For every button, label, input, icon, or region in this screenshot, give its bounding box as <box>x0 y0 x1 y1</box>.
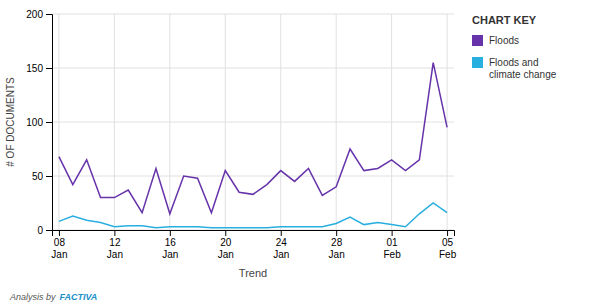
x-tick-label-line: Feb <box>384 249 402 260</box>
series-group <box>59 63 447 228</box>
legend-label-line: climate change <box>489 69 557 80</box>
x-tick-mark <box>114 230 115 236</box>
x-axis: 08Jan12Jan16Jan20Jan24Jan28Jan01Feb05Feb <box>51 230 456 260</box>
x-tick-label-line: 28 <box>331 237 343 248</box>
y-tick: 0 <box>37 225 52 236</box>
series-line <box>59 203 447 228</box>
grid-line-y <box>52 176 454 177</box>
x-tick-label-line: Jan <box>51 249 67 260</box>
grid-line-x <box>391 14 392 230</box>
x-tick-label-line: 16 <box>165 237 177 248</box>
legend-label: Floods andclimate change <box>489 57 557 80</box>
x-tick-label-line: 24 <box>276 237 288 248</box>
x-tick-mark <box>225 230 226 236</box>
x-tick-label-line: Jan <box>329 249 345 260</box>
x-tick-label-line: 08 <box>54 237 66 248</box>
plot-area: 05010015020008Jan12Jan16Jan20Jan24Jan28J… <box>26 9 456 260</box>
y-tick-mark <box>46 176 52 177</box>
y-tick-label: 150 <box>26 63 43 74</box>
y-tick-mark <box>46 230 52 231</box>
footnote-brand: FACTIVA <box>60 292 98 302</box>
x-tick-label-line: Feb <box>439 249 457 260</box>
x-tick-label-line: Jan <box>273 249 289 260</box>
chart: 05010015020008Jan12Jan16Jan20Jan24Jan28J… <box>0 0 599 306</box>
x-tick-label: 20Jan <box>218 237 234 260</box>
x-tick-label: 28Jan <box>329 237 345 260</box>
x-tick: 05Feb <box>439 230 457 260</box>
grid-line-x <box>169 14 170 230</box>
grid-line-x <box>280 14 281 230</box>
x-tick-label-line: 05 <box>442 237 454 248</box>
x-tick-mark <box>392 230 393 236</box>
grid-line-y <box>52 122 454 123</box>
x-tick-label-line: 20 <box>220 237 232 248</box>
y-axis-line <box>46 15 53 231</box>
y-tick: 100 <box>26 117 52 128</box>
x-axis-line <box>53 231 455 237</box>
x-tick: 28Jan <box>329 230 345 260</box>
legend-label: Floods <box>489 35 519 46</box>
x-tick-label: 24Jan <box>273 237 289 260</box>
footnote-text: Analysis by <box>9 292 56 302</box>
grid <box>52 14 454 230</box>
x-tick-label-line: 12 <box>109 237 121 248</box>
y-tick-mark <box>46 68 52 69</box>
x-tick-label-line: Jan <box>107 249 123 260</box>
legend-label-line: Floods and <box>489 57 538 68</box>
legend-swatch <box>472 57 483 68</box>
x-tick-mark <box>447 230 448 236</box>
x-tick-label: 05Feb <box>439 237 457 260</box>
x-tick-label-line: Jan <box>218 249 234 260</box>
grid-line-x <box>58 14 59 230</box>
grid-line-x <box>447 14 448 230</box>
grid-line-x <box>225 14 226 230</box>
grid-line-y <box>52 14 454 15</box>
x-tick-mark <box>59 230 60 236</box>
x-tick-mark <box>281 230 282 236</box>
x-tick: 08Jan <box>51 230 67 260</box>
legend-item: Floods andclimate change <box>472 57 557 80</box>
y-tick: 150 <box>26 63 52 74</box>
x-axis-title: Trend <box>239 267 267 279</box>
x-tick: 16Jan <box>162 230 178 260</box>
x-tick-label: 01Feb <box>384 237 402 260</box>
y-tick-label: 50 <box>32 171 44 182</box>
x-tick: 12Jan <box>107 230 123 260</box>
grid-line-x <box>336 14 337 230</box>
x-tick-label: 12Jan <box>107 237 123 260</box>
y-tick-label: 200 <box>26 9 43 20</box>
x-tick: 20Jan <box>218 230 234 260</box>
y-tick: 50 <box>32 171 52 182</box>
y-axis-title: # OF DOCUMENTS <box>5 77 16 167</box>
y-tick-mark <box>46 122 52 123</box>
y-tick: 200 <box>26 9 52 20</box>
x-tick: 24Jan <box>273 230 289 260</box>
y-axis: 0 50 100 150 200 <box>26 9 52 236</box>
x-tick-label-line: 01 <box>387 237 399 248</box>
x-tick: 01Feb <box>384 230 402 260</box>
grid-line-y <box>52 68 454 69</box>
x-tick-mark <box>336 230 337 236</box>
y-tick-label: 100 <box>26 117 43 128</box>
x-tick-label: 08Jan <box>51 237 67 260</box>
x-tick-label-line: Jan <box>162 249 178 260</box>
series-line <box>59 63 447 214</box>
legend-item: Floods <box>472 35 519 46</box>
legend-label-line: Floods <box>489 35 519 46</box>
x-tick-label: 16Jan <box>162 237 178 260</box>
y-tick-mark <box>46 14 52 15</box>
x-tick-mark <box>170 230 171 236</box>
legend-title: CHART KEY <box>472 14 537 26</box>
y-tick-label: 0 <box>37 225 43 236</box>
footnote: Analysis by FACTIVA <box>9 292 97 302</box>
legend: CHART KEY Floods Floods andclimate change <box>472 14 557 80</box>
legend-swatch <box>472 35 483 46</box>
